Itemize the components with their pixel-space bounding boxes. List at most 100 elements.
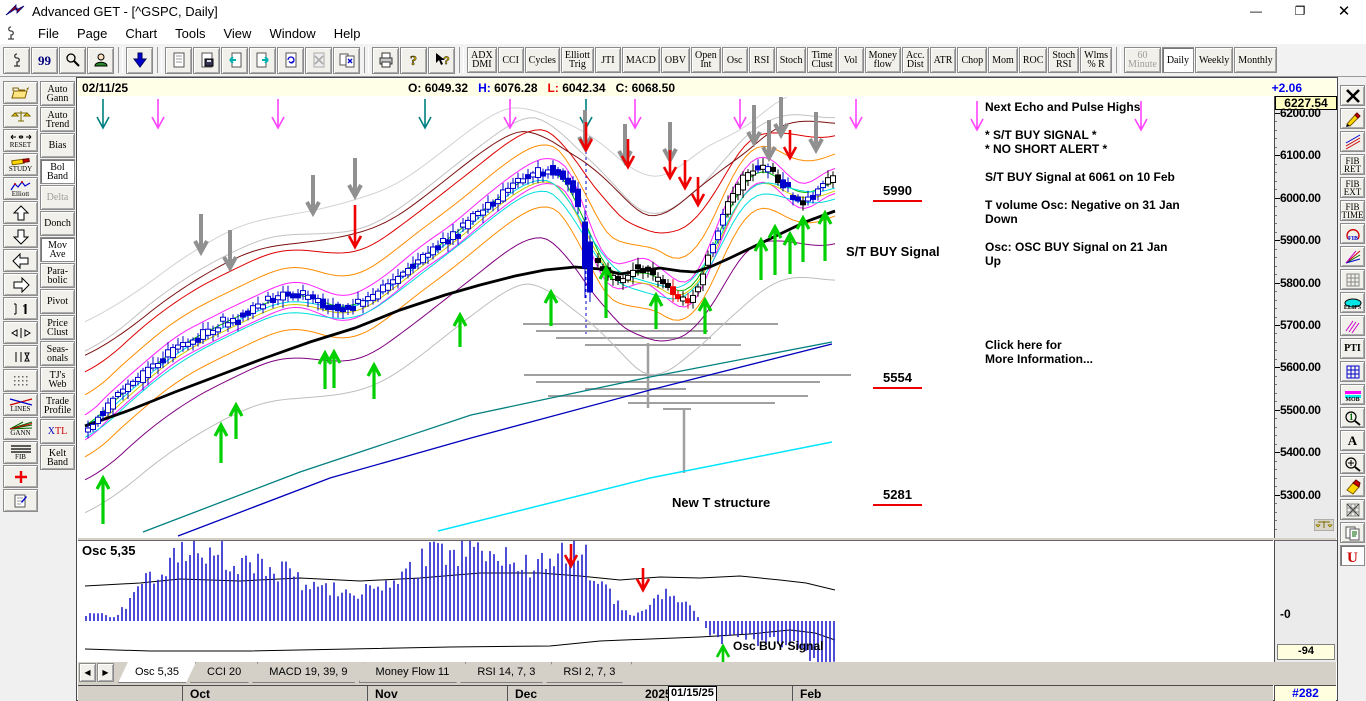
- crosshair-button[interactable]: [3, 465, 38, 488]
- context-help-button[interactable]: ?: [428, 46, 455, 74]
- save-page-button[interactable]: [193, 46, 220, 74]
- zoom-in-button[interactable]: [1340, 453, 1365, 474]
- delete-all-button[interactable]: [1340, 499, 1365, 520]
- symbol-scales-button[interactable]: [3, 105, 38, 128]
- period-weekly[interactable]: Weekly: [1194, 47, 1234, 73]
- study-trade-profile[interactable]: Trade Profile: [40, 393, 75, 418]
- mob-button[interactable]: MOB: [1340, 384, 1365, 405]
- indicator-time-clust[interactable]: Time Clust: [807, 47, 837, 73]
- study-button[interactable]: STUDY: [3, 153, 38, 176]
- tab-scroll-left[interactable]: ◀: [79, 663, 96, 682]
- study-delta[interactable]: Delta: [40, 185, 75, 210]
- tab-cci-20[interactable]: CCI 20: [190, 662, 258, 683]
- study-donch[interactable]: Donch: [40, 211, 75, 236]
- selected-date-box[interactable]: 01/15/25: [668, 686, 717, 701]
- trend-lines-button[interactable]: [1340, 131, 1365, 152]
- panel-divider[interactable]: [78, 538, 1336, 540]
- study-pivot[interactable]: Pivot: [40, 289, 75, 314]
- zoom-one-button[interactable]: 1: [1340, 407, 1365, 428]
- fib-button[interactable]: FIB: [3, 441, 38, 464]
- study-tj-s-web[interactable]: TJ's Web: [40, 367, 75, 392]
- tab-rsi-14-7-3[interactable]: RSI 14, 7, 3: [460, 662, 552, 683]
- pti-button[interactable]: PTI: [1340, 338, 1365, 359]
- study-seas-onals[interactable]: Seas- onals: [40, 341, 75, 366]
- pointer-tool-button[interactable]: [3, 46, 30, 74]
- study-bias[interactable]: Bias: [40, 133, 75, 158]
- price-axis[interactable]: 6227.54 6200.00 6100.00 6000.00 5900.00 5800…: [1274, 96, 1337, 538]
- indicator-acc-dist[interactable]: Acc. Dist: [901, 47, 929, 73]
- gann-grid-button[interactable]: [1340, 361, 1365, 382]
- indicator-macd[interactable]: MACD: [621, 47, 660, 73]
- indicator-vol[interactable]: Vol: [837, 47, 864, 73]
- menu-file[interactable]: File: [38, 25, 59, 41]
- download-data-button[interactable]: [126, 46, 153, 74]
- study-auto-trend[interactable]: Auto Trend: [40, 107, 75, 132]
- notes-button[interactable]: [1340, 522, 1365, 543]
- annotation-text[interactable]: Click here for: [985, 338, 1062, 352]
- indicator-stoch[interactable]: Stoch: [775, 47, 807, 73]
- compress-vertical-button[interactable]: [3, 345, 38, 368]
- eraser-button[interactable]: [1340, 476, 1365, 497]
- menu-window[interactable]: Window: [269, 25, 316, 41]
- new-page-button[interactable]: [165, 46, 192, 74]
- indicator-wlms-r[interactable]: Wlms % R: [1080, 47, 1113, 73]
- open-chart-button[interactable]: [3, 81, 38, 104]
- undo-magnet-button[interactable]: U: [1340, 545, 1365, 566]
- tile-pages-button[interactable]: [333, 46, 360, 74]
- print-button[interactable]: [372, 46, 399, 74]
- text-tool-button[interactable]: A: [1340, 430, 1365, 451]
- indicator-roc[interactable]: ROC: [1018, 47, 1048, 73]
- properties-button[interactable]: [3, 489, 38, 512]
- study-xtl[interactable]: X TL: [40, 419, 75, 444]
- close-button[interactable]: ✕: [1337, 3, 1351, 20]
- oscillator-panel[interactable]: Osc 5,35 Osc BUY Signal: [78, 524, 1273, 687]
- grid-button[interactable]: [1340, 269, 1365, 290]
- dot-grid-button[interactable]: [3, 369, 38, 392]
- scroll-left-button[interactable]: [3, 249, 38, 272]
- help-button[interactable]: ?: [400, 46, 427, 74]
- scale-mode-icon[interactable]: [1313, 518, 1335, 534]
- maximize-button[interactable]: ❐: [1294, 4, 1306, 18]
- indicator-money-flow[interactable]: Money flow: [864, 47, 901, 73]
- expand-horizontal-button[interactable]: [3, 321, 38, 344]
- study-price-clust[interactable]: Price Clust: [40, 315, 75, 340]
- ellipse-button[interactable]: ELIPS: [1340, 292, 1365, 313]
- indicator-mom[interactable]: Mom: [988, 47, 1018, 73]
- tab-money-flow-11[interactable]: Money Flow 11: [359, 662, 467, 683]
- date-axis[interactable]: Oct Nov Dec Feb 2025 01/15/25: [78, 685, 1273, 701]
- fib-circle-button[interactable]: FIB: [1340, 223, 1365, 244]
- refresh-page-button[interactable]: [277, 46, 304, 74]
- indicator-adx-dmi[interactable]: ADX DMI: [467, 47, 497, 73]
- indicator-osc[interactable]: Osc: [721, 47, 748, 73]
- tab-macd-19-39-9[interactable]: MACD 19, 39, 9: [252, 662, 364, 683]
- next-page-button[interactable]: [249, 46, 276, 74]
- prev-page-button[interactable]: [221, 46, 248, 74]
- gann-fan-button[interactable]: [1340, 246, 1365, 267]
- menu-chart[interactable]: Chart: [125, 25, 158, 41]
- fib-retracement-button[interactable]: FIB RET: [1340, 154, 1365, 175]
- menu-page[interactable]: Page: [76, 25, 108, 41]
- tab-osc-5-35[interactable]: Osc 5,35: [118, 662, 196, 683]
- period-daily[interactable]: Daily: [1161, 47, 1194, 73]
- period-monthly[interactable]: Monthly: [1234, 47, 1277, 73]
- zoom-page-button[interactable]: [59, 46, 86, 74]
- main-chart-plot[interactable]: Next Echo and Pulse Highs * S/T BUY SIGNA…: [78, 97, 1273, 538]
- indicator-jti[interactable]: JTI: [594, 47, 621, 73]
- regression-button[interactable]: [1340, 315, 1365, 336]
- menu-tools[interactable]: Tools: [175, 25, 206, 41]
- study-kelt-band[interactable]: Kelt Band: [40, 445, 75, 470]
- close-page-button[interactable]: [305, 46, 332, 74]
- user-accounts-button[interactable]: [87, 46, 114, 74]
- menu-view[interactable]: View: [223, 25, 252, 41]
- indicator-cycles[interactable]: Cycles: [524, 47, 560, 73]
- indicator-chop[interactable]: Chop: [957, 47, 988, 73]
- study-para-bolic[interactable]: Para- bolic: [40, 263, 75, 288]
- fib-time-button[interactable]: FIB TIME: [1340, 200, 1365, 221]
- lines-button[interactable]: LINES: [3, 393, 38, 416]
- scroll-down-button[interactable]: [3, 225, 38, 248]
- study-bol-band[interactable]: Bol Band: [40, 159, 75, 184]
- pencil-draw-button[interactable]: [1340, 108, 1365, 129]
- scroll-right-button[interactable]: [3, 273, 38, 296]
- quotes-button[interactable]: 99: [31, 46, 58, 74]
- bar-spacing-button[interactable]: [3, 297, 38, 320]
